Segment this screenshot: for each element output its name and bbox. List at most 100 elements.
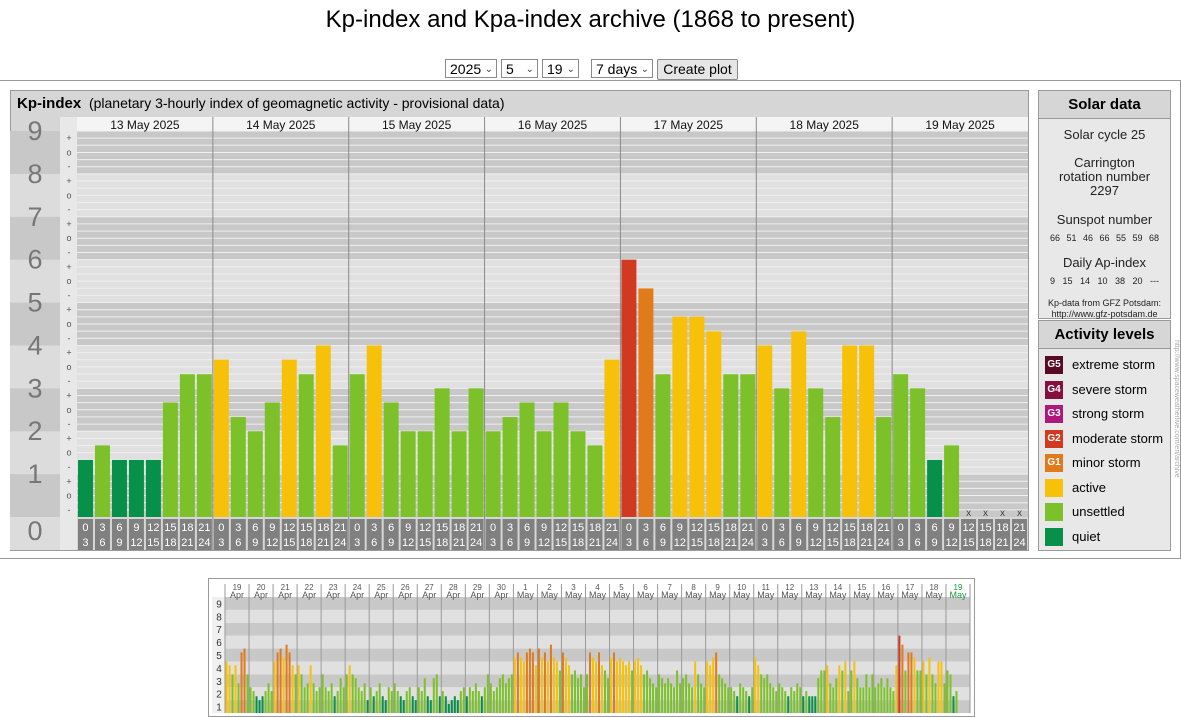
interval-start-label: 12 xyxy=(283,522,295,534)
interval-start-label: 18 xyxy=(453,522,465,534)
interval-end-label: 6 xyxy=(99,537,105,549)
chevron-down-icon: ⌄ xyxy=(640,64,649,75)
minor-tick-label: + xyxy=(66,262,71,272)
mini-kp-bar xyxy=(910,652,913,713)
mini-kp-bar xyxy=(628,661,631,713)
interval-box xyxy=(757,519,773,550)
mini-kp-bar xyxy=(462,687,465,713)
interval-box xyxy=(298,519,314,550)
mini-kp-bar xyxy=(943,683,946,713)
mini-kp-bar xyxy=(715,652,718,713)
interval-end-label: 12 xyxy=(538,537,550,549)
mini-kp-bar xyxy=(225,661,228,713)
interval-start-label: 18 xyxy=(725,522,737,534)
interval-end-label: 15 xyxy=(827,537,839,549)
mini-day-number: 7 xyxy=(667,583,672,592)
mini-kp-bar xyxy=(246,674,249,713)
y-tick-label: 7 xyxy=(27,202,42,232)
interval-box xyxy=(230,519,246,550)
mini-kp-bar xyxy=(922,661,925,713)
chevron-down-icon: ⌄ xyxy=(484,64,493,75)
interval-box xyxy=(366,519,382,550)
mini-kp-bar xyxy=(495,687,498,713)
mini-kp-bar xyxy=(676,670,679,713)
day-label: 14 May 2025 xyxy=(246,118,316,132)
interval-start-label: 6 xyxy=(660,522,666,534)
kp-bar xyxy=(655,374,671,517)
mini-kp-bar xyxy=(498,678,501,713)
kp-bar xyxy=(842,345,858,517)
interval-box xyxy=(842,519,858,550)
missing-marker: x xyxy=(1017,508,1022,519)
kp-bar xyxy=(315,345,331,517)
kp-bar xyxy=(808,388,824,517)
mini-kp-bar xyxy=(745,691,748,713)
interval-start-label: 18 xyxy=(317,522,329,534)
legend-label: strong storm xyxy=(1072,406,1145,421)
day-label: 16 May 2025 xyxy=(518,118,588,132)
mini-kp-bar xyxy=(561,652,564,713)
interval-start-label: 12 xyxy=(691,522,703,534)
kp-bar xyxy=(876,417,892,517)
interval-start-label: 6 xyxy=(116,522,122,534)
mini-kp-bar xyxy=(387,687,390,713)
interval-box xyxy=(655,519,671,550)
year-select[interactable]: 2025 ⌄ xyxy=(445,59,497,78)
mini-kp-bar xyxy=(468,687,471,713)
interval-start-label: 9 xyxy=(541,522,547,534)
interval-box xyxy=(944,519,960,550)
mini-kp-bar xyxy=(276,652,279,713)
interval-start-label: 3 xyxy=(507,522,513,534)
mini-kp-bar xyxy=(682,678,685,713)
mini-month-label: May xyxy=(781,590,799,600)
kp-bar xyxy=(757,345,773,517)
mini-month-label: Apr xyxy=(350,590,364,600)
mini-month-label: Apr xyxy=(278,590,292,600)
mini-kp-bar xyxy=(303,687,306,713)
interval-end-label: 6 xyxy=(507,537,513,549)
kp-bar xyxy=(553,402,569,517)
day-value: 19 xyxy=(547,61,563,77)
y-tick-label: 6 xyxy=(27,245,42,275)
day-label: 13 May 2025 xyxy=(110,118,180,132)
period-select[interactable]: 7 days ⌄ xyxy=(591,59,653,78)
mini-month-label: Apr xyxy=(398,590,412,600)
interval-start-label: 9 xyxy=(677,522,683,534)
mini-kp-bar xyxy=(522,661,525,713)
kp-bar xyxy=(349,374,365,517)
mini-month-label: Apr xyxy=(254,590,268,600)
missing-marker: x xyxy=(966,508,971,519)
mini-kp-bar xyxy=(739,683,742,713)
y-tick-label: 2 xyxy=(27,416,42,446)
month-select[interactable]: 5 ⌄ xyxy=(501,59,538,78)
interval-end-label: 3 xyxy=(354,537,360,549)
mini-kp-bar xyxy=(781,687,784,713)
day-label: 17 May 2025 xyxy=(654,118,724,132)
mini-kp-bar xyxy=(570,674,573,713)
mini-day-number: 8 xyxy=(691,583,696,592)
mini-day-number: 14 xyxy=(833,583,842,592)
mini-kp-bar xyxy=(300,674,303,713)
mini-plot-band xyxy=(225,648,970,662)
create-plot-button[interactable]: Create plot xyxy=(657,59,738,80)
mini-month-label: Apr xyxy=(494,590,508,600)
interval-start-label: 9 xyxy=(133,522,139,534)
interval-box xyxy=(1012,519,1027,550)
mini-month-label: May xyxy=(613,590,631,600)
mini-plot-band xyxy=(225,597,970,610)
interval-end-label: 24 xyxy=(470,537,482,549)
day-select[interactable]: 19 ⌄ xyxy=(542,59,579,78)
kp-bar xyxy=(638,288,654,517)
mini-kp-bar xyxy=(649,678,652,713)
minor-tick-label: - xyxy=(68,505,71,515)
kp-bar xyxy=(774,388,790,517)
mini-kp-bar xyxy=(585,674,588,713)
legend-swatch: G4 xyxy=(1045,380,1063,399)
interval-end-label: 15 xyxy=(691,537,703,549)
interval-box xyxy=(196,519,212,550)
minor-tick-label: o xyxy=(66,147,71,157)
legend-label: unsettled xyxy=(1072,504,1125,519)
mini-kp-bar xyxy=(312,683,315,713)
mini-day-number: 16 xyxy=(881,583,890,592)
interval-end-label: 15 xyxy=(555,537,567,549)
